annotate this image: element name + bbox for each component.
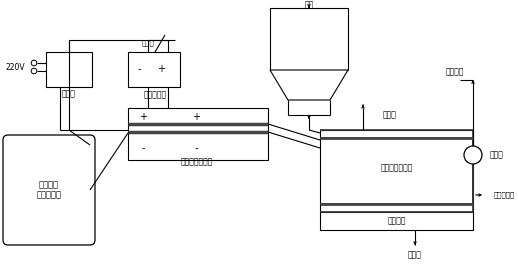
Text: -: - — [194, 143, 198, 153]
Bar — [46, 52, 92, 87]
Text: 高压直流电: 高压直流电 — [143, 90, 167, 99]
Polygon shape — [270, 70, 348, 100]
Bar — [270, 8, 348, 70]
Text: 去筛分工段: 去筛分工段 — [493, 192, 514, 198]
Text: 废砂: 废砂 — [305, 1, 313, 10]
Text: 冷却水: 冷却水 — [408, 251, 422, 260]
Text: -: - — [138, 64, 145, 74]
Text: 水蒸气: 水蒸气 — [383, 110, 397, 119]
Text: 热等离子发生器: 热等离子发生器 — [181, 157, 213, 167]
Text: 尾气处理: 尾气处理 — [446, 68, 464, 77]
Bar — [128, 52, 180, 87]
Circle shape — [31, 60, 37, 66]
Circle shape — [464, 146, 482, 164]
Text: 压缩空气
或惰性气体: 压缩空气 或惰性气体 — [36, 180, 62, 200]
Bar — [320, 212, 473, 230]
Bar — [128, 108, 268, 160]
Circle shape — [31, 68, 37, 74]
Text: +: + — [139, 112, 147, 122]
Text: 稳压器: 稳压器 — [141, 40, 154, 46]
Text: -: - — [141, 143, 145, 153]
FancyBboxPatch shape — [3, 135, 95, 245]
Text: +: + — [157, 64, 165, 74]
Text: 220V: 220V — [6, 64, 25, 73]
Text: +: + — [192, 112, 200, 122]
Text: 引风机: 引风机 — [490, 151, 504, 160]
Bar — [320, 130, 473, 212]
Text: 水冷夹套: 水冷夹套 — [388, 217, 406, 226]
Text: 整流器: 整流器 — [62, 89, 76, 98]
Text: 热等离子燃烧室: 热等离子燃烧室 — [381, 164, 413, 172]
